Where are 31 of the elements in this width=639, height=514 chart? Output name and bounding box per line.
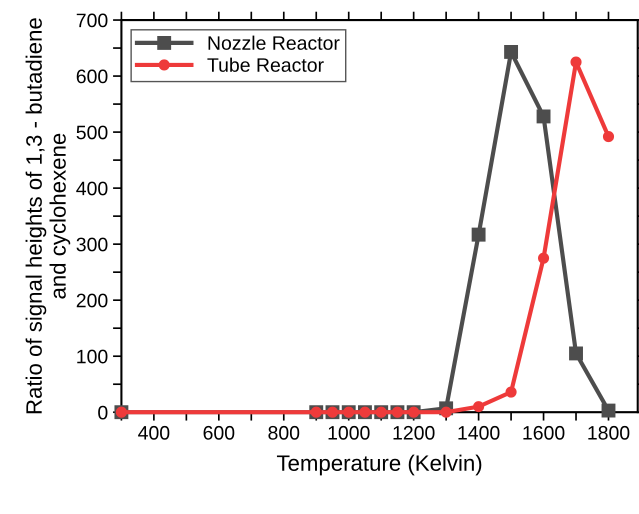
x-tick-label: 1000 bbox=[328, 426, 370, 440]
y-tick-label: 300 bbox=[76, 238, 108, 252]
x-tick-label: 1200 bbox=[394, 426, 435, 440]
x-tick-label: 600 bbox=[204, 426, 234, 440]
y-tick-label: 400 bbox=[76, 182, 108, 196]
x-tick-label: 1600 bbox=[523, 426, 564, 440]
point bbox=[506, 386, 517, 398]
x-tick-label: 400 bbox=[138, 426, 170, 440]
point bbox=[602, 131, 614, 142]
y-tick-label: 200 bbox=[76, 294, 108, 308]
point bbox=[473, 401, 484, 412]
point bbox=[569, 346, 583, 360]
x-axis-title: Temperature (Kelvin) bbox=[276, 454, 482, 476]
point bbox=[536, 109, 550, 124]
point bbox=[570, 56, 582, 68]
y-tick-label: 600 bbox=[76, 70, 108, 84]
x-tick-label: 1400 bbox=[458, 426, 500, 440]
point bbox=[538, 252, 550, 264]
x-tick-label: 1800 bbox=[588, 426, 630, 440]
x-tick-label: 800 bbox=[268, 426, 300, 440]
y-tick-label: 100 bbox=[77, 350, 108, 364]
point bbox=[504, 45, 518, 59]
point bbox=[472, 228, 486, 242]
y-tick-label: 0 bbox=[98, 406, 108, 420]
y-axis-title: Ratio of signal heights of 1,3 - butadiene and cyclohexene bbox=[26, 18, 70, 414]
y-tick-label: 700 bbox=[76, 14, 108, 28]
legend-label: Tube Reactor bbox=[207, 58, 324, 72]
point bbox=[602, 404, 616, 418]
legend-label: Nozzle Reactor bbox=[208, 36, 340, 50]
point bbox=[440, 406, 452, 418]
y-tick-label: 500 bbox=[76, 126, 108, 140]
